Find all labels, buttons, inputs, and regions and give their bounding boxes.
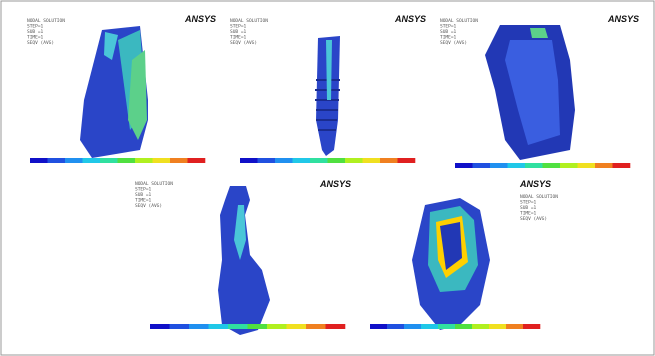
colorbar-segment <box>153 158 171 163</box>
colorbar-segment <box>48 158 66 163</box>
info-line: STEP=1 <box>520 200 537 206</box>
colorbar-segment <box>595 163 613 168</box>
colorbar-segment <box>150 324 170 329</box>
info-line: NODAL SOLUTION <box>27 18 65 24</box>
colorbar-segment <box>345 158 363 163</box>
colorbar-segment <box>170 324 190 329</box>
colorbar-segment <box>258 158 276 163</box>
ansys-logo: ANSYS <box>394 14 426 24</box>
colorbar-segment <box>490 163 508 168</box>
colorbar-segment <box>370 324 387 329</box>
info-line: TIME=1 <box>135 198 152 204</box>
info-line: TIME=1 <box>440 35 457 41</box>
info-line: TIME=1 <box>230 35 247 41</box>
colorbar-segment <box>473 163 491 168</box>
info-line: SUB =1 <box>520 205 537 211</box>
info-line: NODAL SOLUTION <box>520 194 558 200</box>
figure: NODAL SOLUTIONSTEP=1SUB =1TIME=1SEQV (AV… <box>0 0 655 356</box>
colorbar-segment <box>421 324 438 329</box>
info-line: TIME=1 <box>27 35 44 41</box>
colorbar-segment <box>578 163 596 168</box>
colorbar-segment <box>118 158 136 163</box>
colorbar-segment <box>310 158 328 163</box>
colorbar-segment <box>228 324 248 329</box>
colorbar-segment <box>328 158 346 163</box>
colorbar-segment <box>209 324 229 329</box>
colorbar-segment <box>398 158 416 163</box>
colorbar-segment <box>248 324 268 329</box>
colorbar-segment <box>455 163 473 168</box>
info-line: SEQV (AVG) <box>135 203 162 209</box>
colorbar-segment <box>472 324 489 329</box>
colorbar-segment <box>455 324 472 329</box>
colorbar-segment <box>83 158 101 163</box>
colorbar-segment <box>189 324 209 329</box>
colorbar-segment <box>380 158 398 163</box>
info-line: STEP=1 <box>135 187 152 193</box>
colorbar-segment <box>326 324 346 329</box>
ansys-logo: ANSYS <box>519 179 551 189</box>
colorbar-segment <box>363 158 381 163</box>
colorbar-segment <box>188 158 206 163</box>
info-line: NODAL SOLUTION <box>440 18 478 24</box>
colorbar-segment <box>293 158 311 163</box>
colorbar-segment <box>387 324 404 329</box>
info-line: SUB =1 <box>135 192 152 198</box>
info-line: SEQV (AVG) <box>440 40 467 46</box>
info-line: TIME=1 <box>520 211 537 217</box>
colorbar-segment <box>525 163 543 168</box>
ansys-logo: ANSYS <box>184 14 216 24</box>
info-line: SUB =1 <box>440 29 457 35</box>
colorbar-segment <box>306 324 326 329</box>
info-line: SEQV (AVG) <box>520 216 547 222</box>
colorbar-segment <box>30 158 48 163</box>
info-line: STEP=1 <box>27 24 44 30</box>
colorbar-segment <box>489 324 506 329</box>
colorbar-segment <box>438 324 455 329</box>
info-line: NODAL SOLUTION <box>230 18 268 24</box>
colorbar-segment <box>135 158 153 163</box>
colorbar-segment <box>404 324 421 329</box>
ansys-logo: ANSYS <box>319 179 351 189</box>
colorbar-segment <box>543 163 561 168</box>
colorbar-segment <box>287 324 307 329</box>
info-line: SUB =1 <box>27 29 44 35</box>
info-line: STEP=1 <box>440 24 457 30</box>
info-line: STEP=1 <box>230 24 247 30</box>
colorbar-segment <box>275 158 293 163</box>
colorbar-segment <box>613 163 631 168</box>
colorbar-segment <box>100 158 118 163</box>
info-line: NODAL SOLUTION <box>135 181 173 187</box>
ansys-logo: ANSYS <box>607 14 639 24</box>
info-line: SEQV (AVG) <box>230 40 257 46</box>
colorbar-segment <box>508 163 526 168</box>
info-line: SUB =1 <box>230 29 247 35</box>
colorbar-segment <box>65 158 83 163</box>
colorbar-segment <box>240 158 258 163</box>
info-line: SEQV (AVG) <box>27 40 54 46</box>
colorbar-segment <box>267 324 287 329</box>
colorbar-segment <box>506 324 523 329</box>
colorbar-segment <box>170 158 188 163</box>
colorbar-segment <box>560 163 578 168</box>
colorbar-segment <box>523 324 540 329</box>
